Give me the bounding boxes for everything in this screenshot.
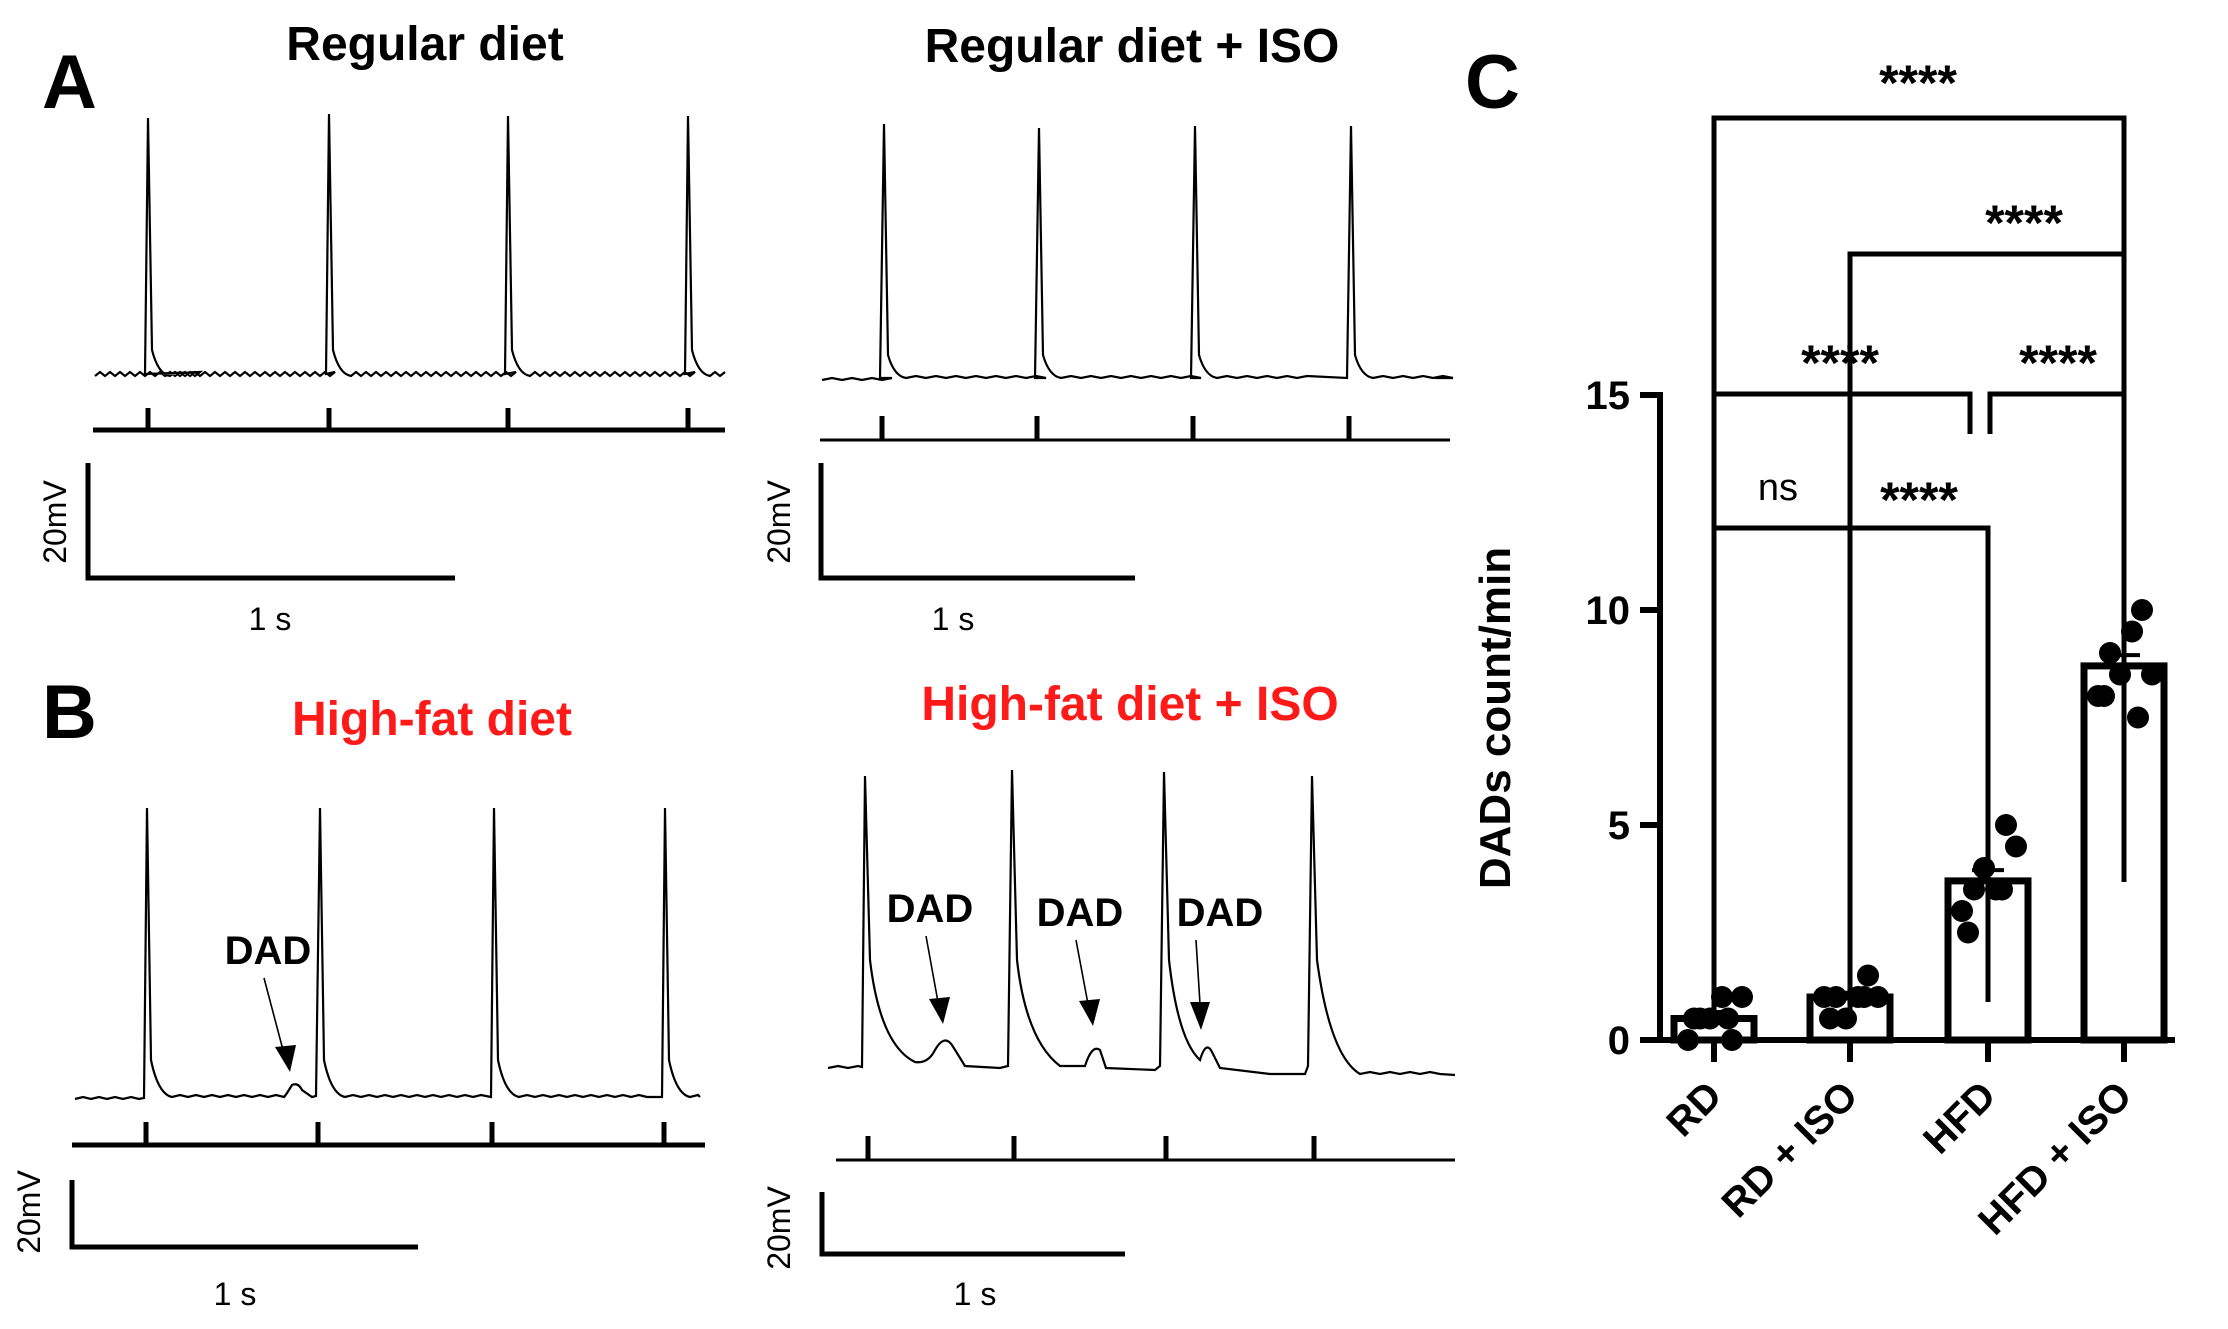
data-point [1819, 1007, 1841, 1030]
title-regular-diet: Regular diet [286, 18, 563, 71]
stimulus-bar-regular-diet-iso [820, 416, 1450, 442]
panel-letter-b: B [42, 670, 97, 755]
significance-bracket [1711, 115, 2127, 1018]
x-tick-label: HFD [1915, 1073, 2004, 1162]
significance-label: **** [1801, 335, 1879, 391]
trace-regular-diet [94, 113, 726, 378]
significance-label: **** [1880, 472, 1958, 528]
data-point [2131, 599, 2153, 621]
data-point [2099, 642, 2121, 664]
data-point [1963, 878, 1985, 901]
data-point [1957, 921, 1979, 944]
data-point [2127, 706, 2149, 729]
scale-time-label: 1 s [954, 1276, 997, 1312]
data-point [1721, 1029, 1743, 1051]
trace-regular-diet-iso [821, 123, 1454, 382]
data-point [1995, 814, 2017, 836]
data-point [1991, 878, 2013, 901]
scale-bar-a-left: 20mV 1 s [37, 463, 455, 637]
scale-voltage-label: 20mV [37, 480, 73, 564]
scale-bar-a-right: 20mV 1 s [761, 463, 1135, 637]
data-point [1683, 1007, 1705, 1030]
x-tick-label: RD [1658, 1073, 1730, 1145]
data-point [2141, 663, 2163, 686]
dad-label: DAD [1037, 891, 1124, 935]
scale-bar-b-left: 20mV 1 s [11, 1170, 418, 1312]
data-point [1853, 986, 1875, 1008]
dad-annotation-high-fat-diet: DAD [225, 929, 312, 1072]
data-point [2005, 835, 2027, 858]
data-point [1951, 900, 1973, 922]
dad-annotation-iso-2: DAD [1037, 891, 1124, 1026]
y-tick-label: 15 [1586, 374, 1631, 418]
significance-label: **** [1879, 55, 1957, 111]
title-regular-diet-iso: Regular diet + ISO [925, 20, 1340, 73]
trace-high-fat-diet [74, 807, 701, 1101]
significance-label: ns [1758, 467, 1798, 509]
scale-time-label: 1 s [214, 1276, 257, 1312]
data-point [1731, 986, 1753, 1008]
data-point [1825, 986, 1847, 1008]
significance-label: **** [1985, 195, 2063, 251]
dad-label: DAD [225, 929, 312, 973]
dad-annotation-iso-3: DAD [1177, 891, 1264, 1030]
data-point [2093, 685, 2115, 707]
y-tick-label: 5 [1608, 804, 1630, 848]
trace-high-fat-diet-iso [827, 769, 1456, 1077]
data-point [1717, 1007, 1739, 1030]
scale-bar-b-right: 20mV 1 s [761, 1186, 1125, 1312]
title-high-fat-diet-iso: High-fat diet + ISO [921, 678, 1338, 731]
significance-bracket [1711, 525, 1853, 1018]
scale-voltage-label: 20mV [761, 1186, 797, 1270]
data-point [1857, 964, 1879, 987]
dad-label: DAD [887, 887, 974, 931]
y-tick-label: 10 [1586, 589, 1631, 633]
y-tick-label: 0 [1608, 1019, 1630, 1063]
scale-time-label: 1 s [249, 601, 292, 637]
x-tick-label: RD + ISO [1713, 1073, 1866, 1226]
y-axis-label: DADs count/min [1471, 547, 1520, 889]
scale-voltage-label: 20mV [11, 1170, 47, 1254]
data-point [2109, 663, 2131, 686]
title-high-fat-diet: High-fat diet [292, 693, 572, 746]
panel-letter-a: A [42, 40, 97, 125]
stimulus-bar-high-fat-diet-iso [836, 1136, 1455, 1162]
scale-voltage-label: 20mV [761, 480, 797, 564]
scale-time-label: 1 s [932, 601, 975, 637]
data-point [1677, 1029, 1699, 1051]
stimulus-bar-high-fat-diet [72, 1122, 705, 1148]
dad-label: DAD [1177, 891, 1264, 935]
dad-annotation-iso-1: DAD [887, 887, 974, 1024]
panel-letter-c: C [1465, 40, 1520, 125]
stimulus-bar-regular-diet [93, 408, 725, 433]
data-point [1973, 857, 1995, 879]
significance-label: **** [2019, 335, 2097, 391]
